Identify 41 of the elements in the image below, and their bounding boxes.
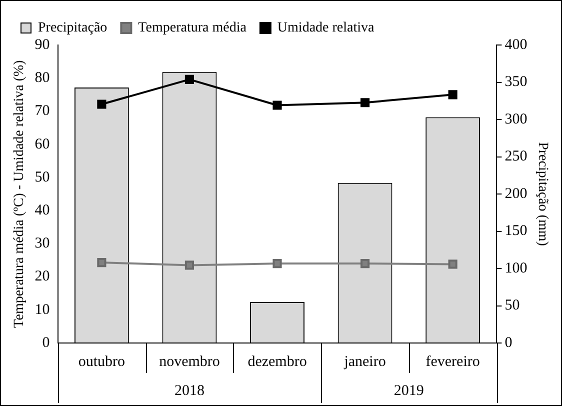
y2-tick-label: 250	[504, 148, 528, 165]
text: 2019	[394, 382, 424, 399]
y2-tick-label: 50	[504, 298, 520, 314]
y2-tick-label: 150	[504, 223, 528, 240]
y-tick-label: 60	[34, 136, 50, 152]
y-tick-label: 10	[34, 302, 50, 318]
legend-label: Umidade relativa	[277, 20, 376, 36]
point	[184, 74, 194, 84]
y-tick-label: 80	[34, 70, 50, 86]
y-axis-title: Temperatura média (ºC) - Umidade relativa (%)	[12, 60, 28, 328]
point	[272, 100, 282, 110]
legend-label: Precipitação	[38, 20, 108, 36]
y2-tick-label: 200	[504, 186, 528, 202]
y2-tick-label: 300	[504, 111, 528, 128]
y-tick-label: 50	[34, 169, 50, 186]
point	[97, 100, 106, 109]
x-tick-label: outubro	[78, 354, 126, 370]
point	[448, 260, 458, 269]
legend-label: Temperatura média	[138, 20, 248, 36]
y2-tick-label: 350	[504, 74, 528, 90]
y2-axis-title: Precipitação (mm)	[534, 142, 550, 246]
y-tick-label: 30	[34, 236, 50, 252]
point	[448, 90, 458, 100]
x-tick-label: dezembro	[248, 354, 307, 370]
point	[360, 259, 370, 268]
x-tick-label: fevereiro	[426, 354, 480, 370]
y-tick-label: 90	[34, 36, 50, 53]
point	[360, 98, 370, 108]
point	[184, 260, 194, 270]
y-tick-label: 0	[42, 334, 50, 351]
y2-tick-label: 400	[504, 36, 528, 53]
y2-tick-label: 100	[504, 260, 528, 276]
y2-tick-label: 0	[504, 334, 512, 351]
y-tick-label: 70	[34, 103, 50, 120]
y-tick-label: 20	[34, 268, 50, 285]
text: 2018	[174, 382, 204, 399]
point	[97, 258, 106, 268]
x-tick-label: novembro	[159, 354, 220, 370]
point	[272, 259, 282, 268]
x-tick-label: janeiro	[343, 354, 386, 370]
y-tick-label: 40	[34, 202, 50, 218]
